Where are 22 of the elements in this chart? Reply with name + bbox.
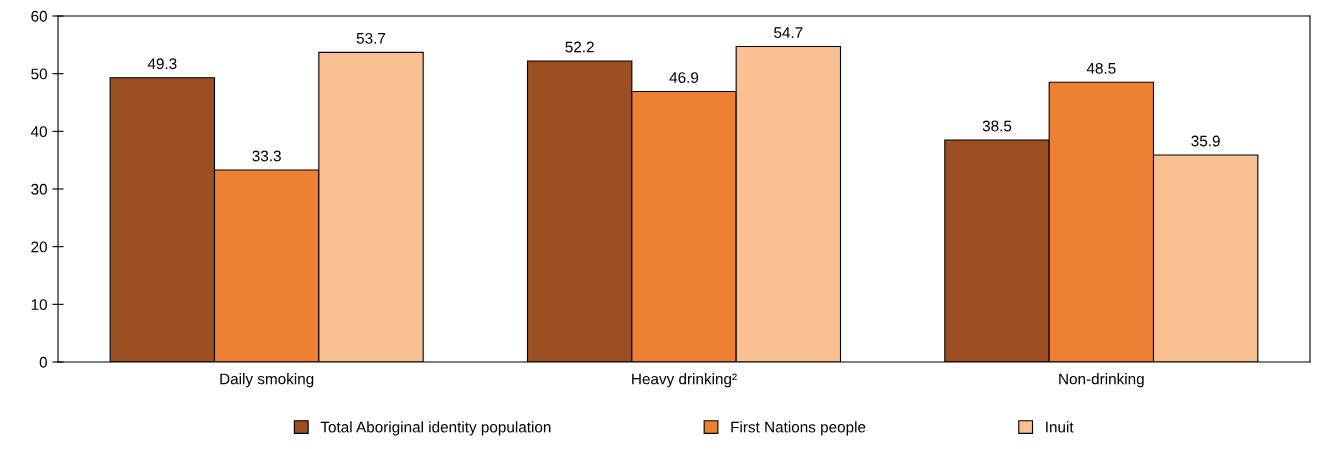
data-label: 49.3 xyxy=(147,58,177,70)
y-tick-label: 30 xyxy=(31,183,47,195)
data-label: 35.9 xyxy=(1191,135,1220,147)
legend-label: First Nations people xyxy=(731,421,866,436)
data-label: 38.5 xyxy=(982,120,1012,132)
y-tick-label: 10 xyxy=(31,299,47,311)
y-tick-label: 20 xyxy=(31,241,47,253)
legend-label: Inuit xyxy=(1046,421,1074,433)
y-tick-label: 0 xyxy=(39,356,47,368)
data-label: 54.7 xyxy=(774,27,803,38)
y-tick-label: 50 xyxy=(31,68,47,80)
data-label: 46.9 xyxy=(669,72,699,83)
x-tick-label: Daily smoking xyxy=(220,373,314,388)
data-label: 53.7 xyxy=(356,32,386,44)
data-label: 33.3 xyxy=(252,150,281,162)
y-tick-label: 40 xyxy=(30,126,47,138)
data-label: 48.5 xyxy=(1086,62,1116,74)
data-label: 52.2 xyxy=(565,41,594,53)
x-tick-label: Heavy drinking² xyxy=(632,373,737,388)
y-tick-label: 60 xyxy=(31,10,47,22)
x-tick-label: Non-drinking xyxy=(1059,373,1144,388)
legend-label: Total Aboriginal identity population xyxy=(320,421,551,436)
